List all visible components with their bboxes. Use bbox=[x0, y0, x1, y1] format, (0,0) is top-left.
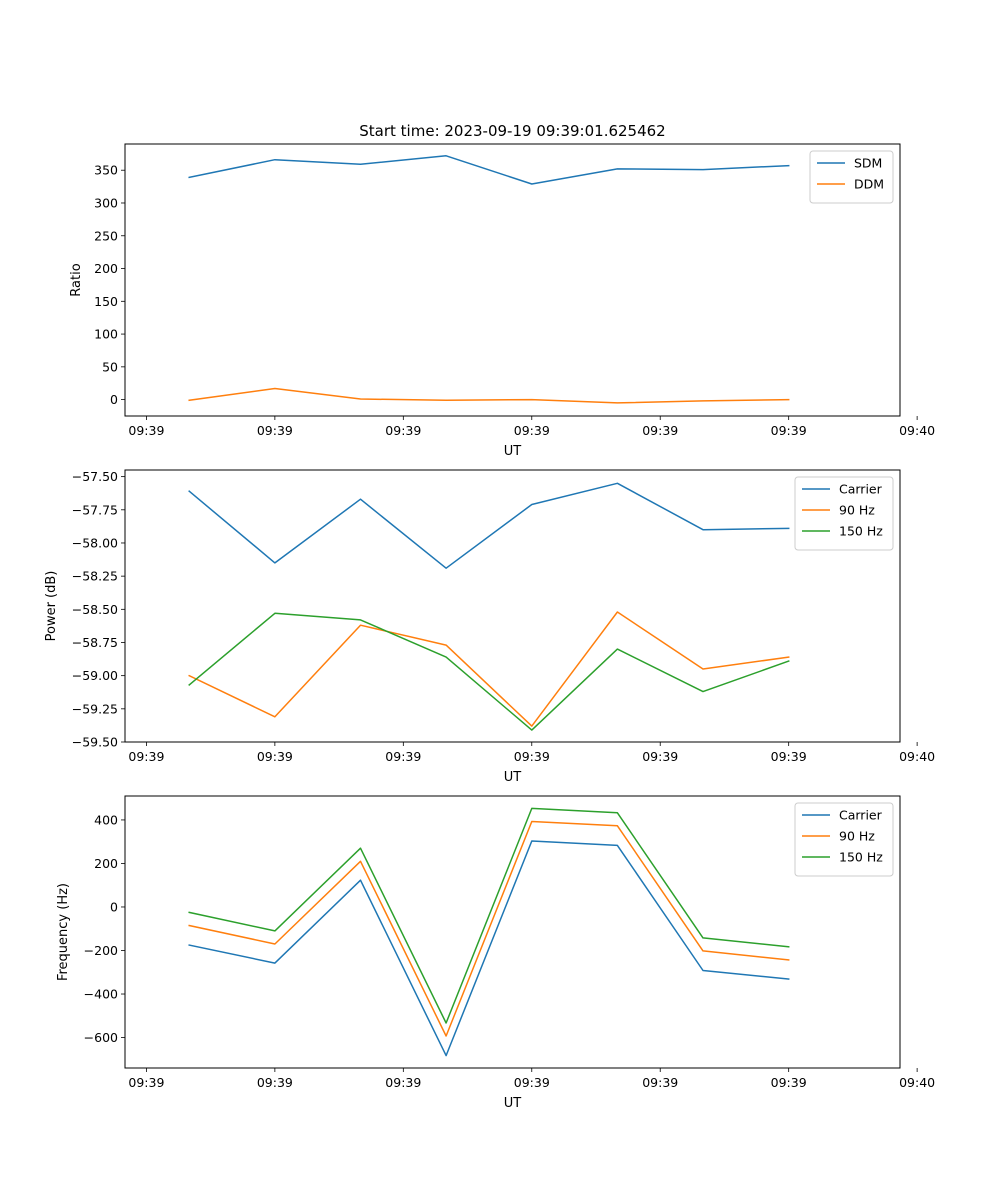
x-tick-label: 09:39 bbox=[514, 1075, 550, 1090]
series-line-150-hz bbox=[188, 612, 790, 731]
x-tick-label: 09:39 bbox=[514, 423, 550, 438]
legend: SDM DDM bbox=[809, 150, 894, 204]
x-tick-label: 09:39 bbox=[128, 1075, 164, 1090]
x-tick-label: 09:39 bbox=[257, 423, 293, 438]
x-tick-label: 09:39 bbox=[128, 423, 164, 438]
x-tick-label: 09:39 bbox=[257, 749, 293, 764]
series-line-90-hz bbox=[188, 611, 790, 727]
subplot-3: 09:39 09:39 09:39 09:39 09:39 09:39 09:40 −600 −… bbox=[56, 795, 935, 1111]
x-tick-label: 09:39 bbox=[514, 749, 550, 764]
y-tick-label: −58.50 bbox=[72, 602, 118, 617]
series-line-ddm bbox=[188, 387, 790, 404]
axes-frame bbox=[124, 795, 901, 1069]
series-line-90-hz bbox=[188, 820, 790, 1037]
series-line-150-hz bbox=[188, 807, 790, 1024]
legend-label: 150 Hz bbox=[839, 850, 883, 865]
x-tick-label: 09:39 bbox=[642, 749, 678, 764]
y-axis-label: Ratio bbox=[69, 263, 84, 296]
y-tick-label: −57.75 bbox=[72, 502, 118, 517]
x-tick-label: 09:39 bbox=[771, 1075, 807, 1090]
x-tick-label: 09:40 bbox=[899, 749, 935, 764]
legend-label: Carrier bbox=[839, 808, 883, 823]
x-tick-label: 09:39 bbox=[128, 749, 164, 764]
x-tick-label: 09:39 bbox=[642, 423, 678, 438]
y-tick-label: 0 bbox=[110, 899, 118, 914]
axes-frame bbox=[124, 143, 901, 417]
y-tick-label: 50 bbox=[102, 359, 118, 374]
legend-label: 90 Hz bbox=[839, 829, 875, 844]
x-tick-label: 09:39 bbox=[771, 423, 807, 438]
y-tick-label: 300 bbox=[94, 195, 118, 210]
chart-title: Start time: 2023-09-19 09:39:01.625462 bbox=[359, 122, 665, 140]
y-tick-label: −58.25 bbox=[72, 569, 118, 584]
legend-box bbox=[809, 150, 894, 204]
legend-label: Carrier bbox=[839, 482, 883, 497]
y-tick-label: −57.50 bbox=[72, 469, 118, 484]
y-tick-label: 100 bbox=[94, 327, 118, 342]
x-axis-label: UT bbox=[504, 444, 522, 459]
y-tick-label: −58.75 bbox=[72, 635, 118, 650]
y-tick-label: −400 bbox=[84, 987, 118, 1002]
x-tick-label: 09:39 bbox=[771, 749, 807, 764]
y-tick-label: −59.25 bbox=[72, 701, 118, 716]
y-tick-label: −600 bbox=[84, 1030, 118, 1045]
y-axis-label: Power (dB) bbox=[44, 571, 59, 642]
plots-container: 09:39 09:39 09:39 09:39 09:39 09:39 09:40 0 50 10… bbox=[44, 143, 935, 1111]
x-axis-label: UT bbox=[504, 770, 522, 785]
x-tick-label: 09:39 bbox=[257, 1075, 293, 1090]
axes-frame bbox=[124, 469, 901, 743]
y-tick-label: 350 bbox=[94, 163, 118, 178]
x-tick-label: 09:39 bbox=[642, 1075, 678, 1090]
series-line-carrier bbox=[188, 840, 790, 1057]
legend-label: SDM bbox=[854, 156, 882, 171]
y-axis-label: Frequency (Hz) bbox=[56, 883, 71, 981]
x-tick-label: 09:40 bbox=[899, 423, 935, 438]
subplot-1: 09:39 09:39 09:39 09:39 09:39 09:39 09:40 0 50 10… bbox=[69, 143, 935, 459]
x-axis-label: UT bbox=[504, 1096, 522, 1111]
y-tick-label: −59.00 bbox=[72, 668, 118, 683]
legend-label: DDM bbox=[854, 177, 884, 192]
y-tick-label: −200 bbox=[84, 943, 118, 958]
legend: Carrier 90 Hz 150 Hz bbox=[794, 802, 894, 877]
y-tick-label: 200 bbox=[94, 261, 118, 276]
x-tick-label: 09:39 bbox=[385, 749, 421, 764]
x-tick-label: 09:39 bbox=[385, 1075, 421, 1090]
x-tick-label: 09:40 bbox=[899, 1075, 935, 1090]
series-line-carrier bbox=[188, 482, 790, 569]
y-tick-label: −59.50 bbox=[72, 735, 118, 750]
x-tick-label: 09:39 bbox=[385, 423, 421, 438]
series-line-sdm bbox=[188, 155, 790, 185]
legend-label: 150 Hz bbox=[839, 524, 883, 539]
legend-label: 90 Hz bbox=[839, 503, 875, 518]
subplot-2: 09:39 09:39 09:39 09:39 09:39 09:39 09:40 −59.5… bbox=[44, 469, 935, 785]
y-tick-label: 200 bbox=[94, 856, 118, 871]
y-tick-label: 400 bbox=[94, 812, 118, 827]
y-tick-label: 250 bbox=[94, 228, 118, 243]
y-tick-label: 0 bbox=[110, 392, 118, 407]
legend: Carrier 90 Hz 150 Hz bbox=[794, 476, 894, 551]
y-tick-label: 150 bbox=[94, 294, 118, 309]
y-tick-label: −58.00 bbox=[72, 535, 118, 550]
